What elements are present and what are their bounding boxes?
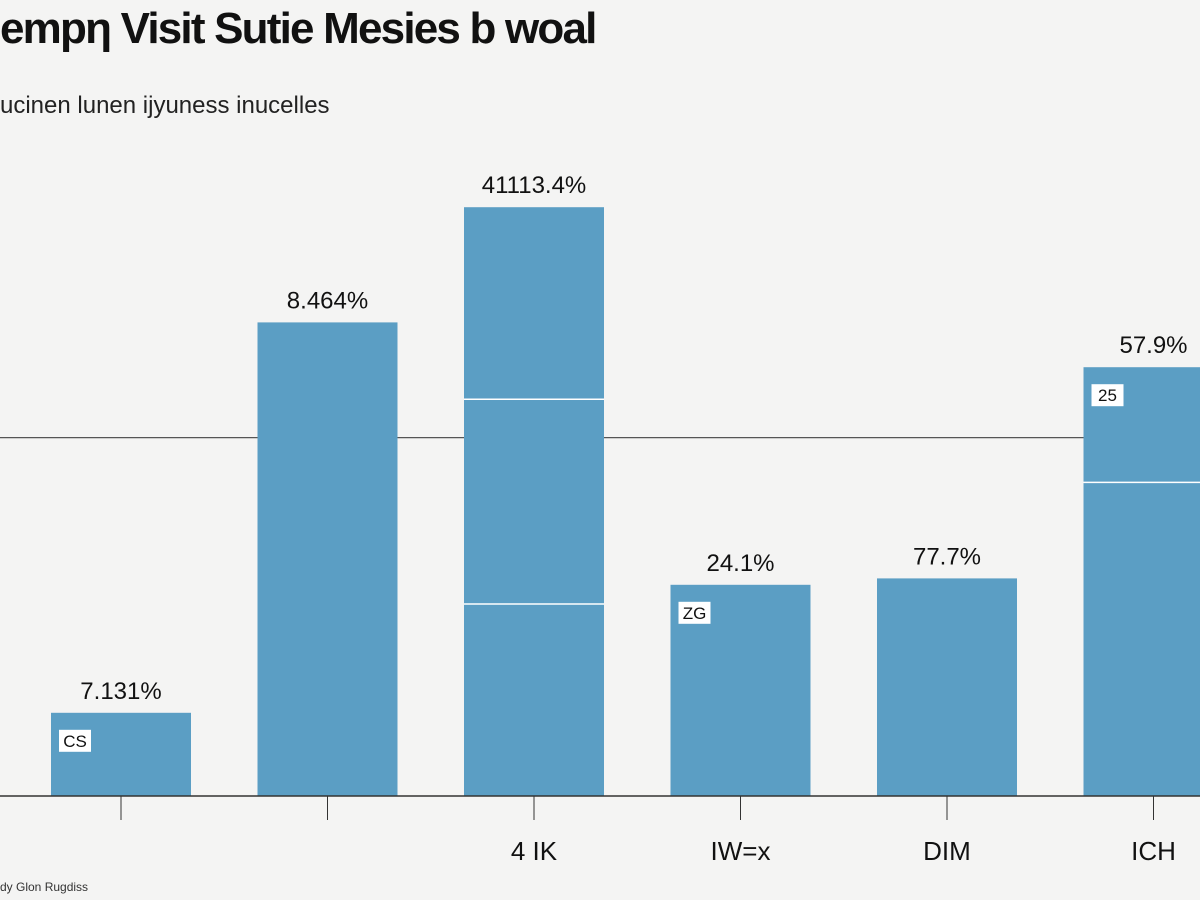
bar-value-label: 8.464% (287, 287, 368, 314)
bar-value-label: 77.7% (913, 543, 981, 570)
bar (877, 578, 1017, 796)
x-tick-label: IW=x (711, 836, 771, 866)
bar-tag-box (1091, 384, 1124, 407)
x-tick-label: ICH (1131, 836, 1176, 866)
bar-tag-label: CS (63, 732, 87, 751)
bar (257, 322, 398, 796)
x-tick-label: DIM (923, 836, 971, 866)
x-tick-label: 4 IK (511, 836, 558, 866)
bar-tag-box (678, 601, 711, 624)
bar-value-label: 41113.4% (482, 172, 587, 199)
bar-tag-label: 25 (1098, 386, 1117, 405)
chart-subtitle: ucinen lunen ijyuness inucelles (0, 92, 330, 119)
source-note: dy Glon Rugdiss (0, 880, 89, 894)
bar (464, 207, 604, 796)
bar (1083, 367, 1200, 796)
bar-tag-label: ZG (683, 604, 707, 623)
bar-value-label: 24.1% (706, 550, 774, 577)
bar-tag-box (59, 729, 91, 752)
bar (51, 712, 191, 796)
bar-value-label: 57.9% (1119, 332, 1187, 359)
chart-title: empη Visit Sutie Mesies b woal (0, 4, 597, 53)
bar-value-label: 7.131% (80, 678, 161, 705)
